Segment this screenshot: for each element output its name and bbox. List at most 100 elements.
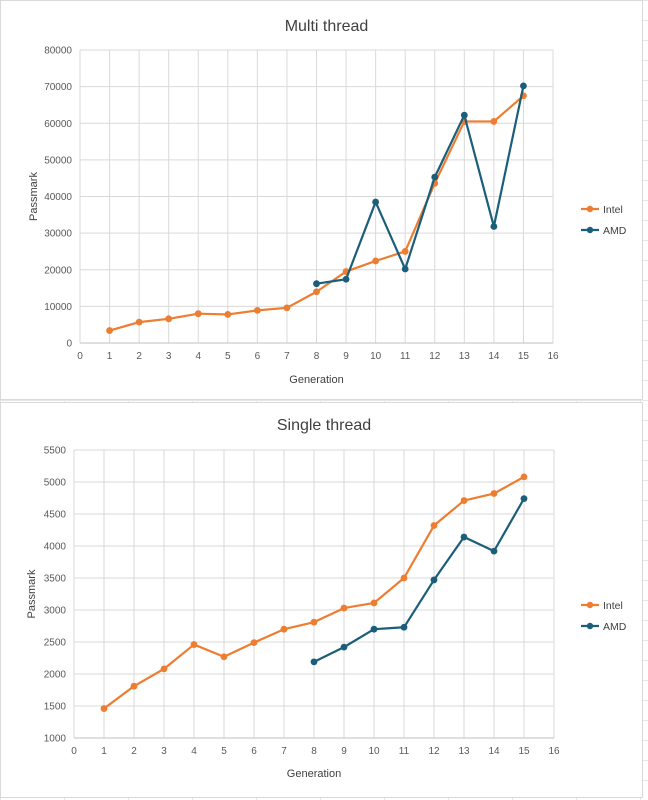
chart2-intel-point <box>340 604 348 612</box>
chart1-x-tick-label: 1 <box>107 351 113 362</box>
chart2-amd-point <box>490 547 498 555</box>
chart1-x-tick-label: 3 <box>166 351 172 362</box>
chart1-amd-point <box>313 280 320 288</box>
chart2-y-tick-label: 5500 <box>44 446 67 457</box>
chart1-intel-point <box>135 318 143 326</box>
chart2-amd-point <box>340 643 348 651</box>
chart1-y-tick-label: 0 <box>66 339 72 350</box>
chart1-x-tick-label: 10 <box>370 351 382 362</box>
chart1-amd-point <box>342 275 350 283</box>
chart2-intel-point <box>430 522 438 529</box>
chart2-y-tick-label: 4000 <box>44 542 67 553</box>
chart1-amd-point <box>460 111 468 119</box>
chart1-x-tick-label: 13 <box>459 351 471 362</box>
chart2-x-tick-label: 14 <box>488 746 500 757</box>
chart1-amd-point <box>490 223 498 230</box>
chart1-x-tick-label: 0 <box>77 351 83 362</box>
chart2-amd-point <box>520 495 528 503</box>
chart1-y-tick-label: 40000 <box>44 192 72 203</box>
chart2-y-tick-label: 4500 <box>44 510 67 521</box>
chart2-y-tick-label: 2000 <box>44 670 67 681</box>
chart1-amd-point <box>431 173 439 181</box>
chart2-amd-point <box>430 576 438 584</box>
chart2-y-tick-label: 1500 <box>44 702 67 713</box>
chart1-intel-point <box>194 310 202 318</box>
chart2-intel-point <box>310 618 318 626</box>
chart2-legend-intel-label: Intel <box>603 600 623 612</box>
chart1-x-tick-label: 12 <box>429 351 441 362</box>
chart2-intel-point <box>490 490 498 497</box>
chart1-y-axis-title: Passmark <box>28 172 40 221</box>
chart1-legend-amd-label: AMD <box>603 225 627 237</box>
chart1-amd-point <box>372 198 380 206</box>
chart1-intel-point <box>372 257 380 265</box>
chart2-intel-point <box>250 639 258 647</box>
chart1-y-tick-label: 70000 <box>44 82 72 93</box>
chart2-y-tick-label: 2500 <box>44 638 67 649</box>
chart1-y-tick-label: 80000 <box>44 46 72 57</box>
chart2-amd-point <box>400 623 408 631</box>
chart1-intel-point <box>253 307 261 314</box>
chart1-x-tick-label: 4 <box>195 351 201 362</box>
chart1-x-tick-label: 11 <box>400 351 411 362</box>
chart1-y-tick-label: 20000 <box>44 265 72 276</box>
chart2-x-tick-label: 7 <box>281 746 287 757</box>
chart1-amd-series-line <box>316 85 525 285</box>
chart2-legend-amd-marker <box>586 622 594 630</box>
chart1-x-tick-label: 7 <box>284 351 290 362</box>
chart2-intel-point <box>370 599 378 607</box>
chart1-x-tick-label: 16 <box>547 351 559 362</box>
chart2-x-tick-label: 8 <box>311 746 317 757</box>
chart1-y-tick-label: 60000 <box>44 119 72 130</box>
chart1-x-tick-label: 6 <box>255 351 261 362</box>
chart1-amd-point <box>401 265 409 273</box>
chart1-intel-point <box>490 118 498 125</box>
chart2-y-axis-title: Passmark <box>26 569 38 618</box>
chart1-legend-intel-marker <box>586 205 594 213</box>
chart2-amd-point <box>310 658 318 666</box>
chart1-intel-point <box>224 311 232 318</box>
chart2-x-tick-label: 12 <box>428 746 440 757</box>
chart2-x-axis-title: Generation <box>287 768 341 780</box>
chart1-x-axis-title: Generation <box>289 374 343 386</box>
chart1-legend-amd-marker <box>586 226 594 234</box>
chart2-x-tick-label: 9 <box>341 746 347 757</box>
chart2-y-tick-label: 1000 <box>44 734 67 745</box>
chart2-x-tick-label: 16 <box>548 746 560 757</box>
chart2-x-tick-label: 5 <box>221 746 227 757</box>
chart2-x-tick-label: 13 <box>458 746 470 757</box>
chart2-intel-point <box>520 473 528 481</box>
chart2-title: Single thread <box>277 417 371 434</box>
chart1-y-tick-label: 30000 <box>44 229 72 240</box>
chart2-x-tick-label: 3 <box>161 746 167 757</box>
single-thread-chart[interactable]: 0 1 2 3 4 5 6 7 8 9 10 11 12 13 14 15 16 1000 1500 2000 2500… <box>0 402 643 798</box>
chart1-intel-point <box>165 315 173 323</box>
chart1-x-tick-label: 2 <box>136 351 142 362</box>
chart1-intel-point <box>283 304 291 312</box>
multi-thread-chart-svg: 0 1 2 3 4 5 6 7 8 9 10 11 12 13 14 15 160100002000030000… <box>28 18 627 386</box>
chart1-x-tick-label: 5 <box>225 351 231 362</box>
chart1-intel-point <box>401 248 409 255</box>
chart2-intel-point <box>400 574 408 582</box>
chart2-y-tick-label: 3500 <box>44 574 67 585</box>
chart2-amd-series-line <box>313 498 525 663</box>
chart1-title: Multi thread <box>285 18 369 35</box>
chart2-x-tick-label: 4 <box>191 746 197 757</box>
chart2-y-tick-label: 5000 <box>44 478 67 489</box>
chart1-y-tick-label: 50000 <box>44 155 72 166</box>
chart1-intel-point <box>106 327 113 334</box>
chart2-intel-point <box>280 625 288 633</box>
chart1-x-tick-label: 8 <box>314 351 320 362</box>
chart2-intel-point <box>190 641 198 648</box>
chart2-intel-point <box>460 497 468 504</box>
chart2-y-tick-label: 3000 <box>44 606 67 617</box>
chart2-x-tick-label: 1 <box>101 746 107 757</box>
single-thread-chart-svg: 0 1 2 3 4 5 6 7 8 9 10 11 12 13 14 15 161000150020002500… <box>26 417 627 780</box>
chart2-x-tick-label: 6 <box>251 746 257 757</box>
chart2-x-tick-label: 2 <box>131 746 137 757</box>
chart2-x-tick-label: 10 <box>368 746 380 757</box>
chart1-amd-point <box>520 82 527 90</box>
multi-thread-chart[interactable]: 0 1 2 3 4 5 6 7 8 9 10 11 12 13 14 15 16 0 10000 20000 30000… <box>0 0 643 400</box>
chart2-legend-amd-label: AMD <box>603 621 627 633</box>
chart2-amd-point <box>370 625 378 633</box>
